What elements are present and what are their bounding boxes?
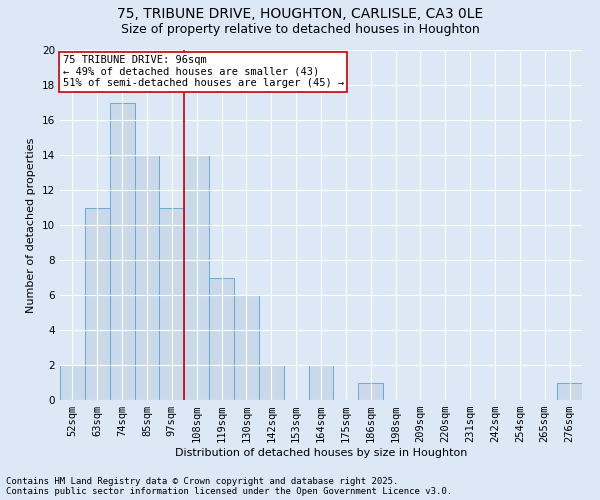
Text: 75 TRIBUNE DRIVE: 96sqm
← 49% of detached houses are smaller (43)
51% of semi-de: 75 TRIBUNE DRIVE: 96sqm ← 49% of detache…: [62, 55, 344, 88]
Text: Contains public sector information licensed under the Open Government Licence v3: Contains public sector information licen…: [6, 487, 452, 496]
Bar: [60, 365, 85, 400]
Bar: [160, 208, 184, 400]
Bar: [85, 208, 110, 400]
Bar: [184, 155, 209, 400]
Bar: [557, 382, 582, 400]
Bar: [308, 365, 334, 400]
Bar: [234, 295, 259, 400]
Bar: [110, 102, 134, 400]
Bar: [134, 155, 160, 400]
Text: Contains HM Land Registry data © Crown copyright and database right 2025.: Contains HM Land Registry data © Crown c…: [6, 477, 398, 486]
Bar: [209, 278, 234, 400]
Bar: [358, 382, 383, 400]
Bar: [259, 365, 284, 400]
Text: 75, TRIBUNE DRIVE, HOUGHTON, CARLISLE, CA3 0LE: 75, TRIBUNE DRIVE, HOUGHTON, CARLISLE, C…: [117, 8, 483, 22]
Text: Size of property relative to detached houses in Houghton: Size of property relative to detached ho…: [121, 22, 479, 36]
X-axis label: Distribution of detached houses by size in Houghton: Distribution of detached houses by size …: [175, 448, 467, 458]
Y-axis label: Number of detached properties: Number of detached properties: [26, 138, 37, 312]
